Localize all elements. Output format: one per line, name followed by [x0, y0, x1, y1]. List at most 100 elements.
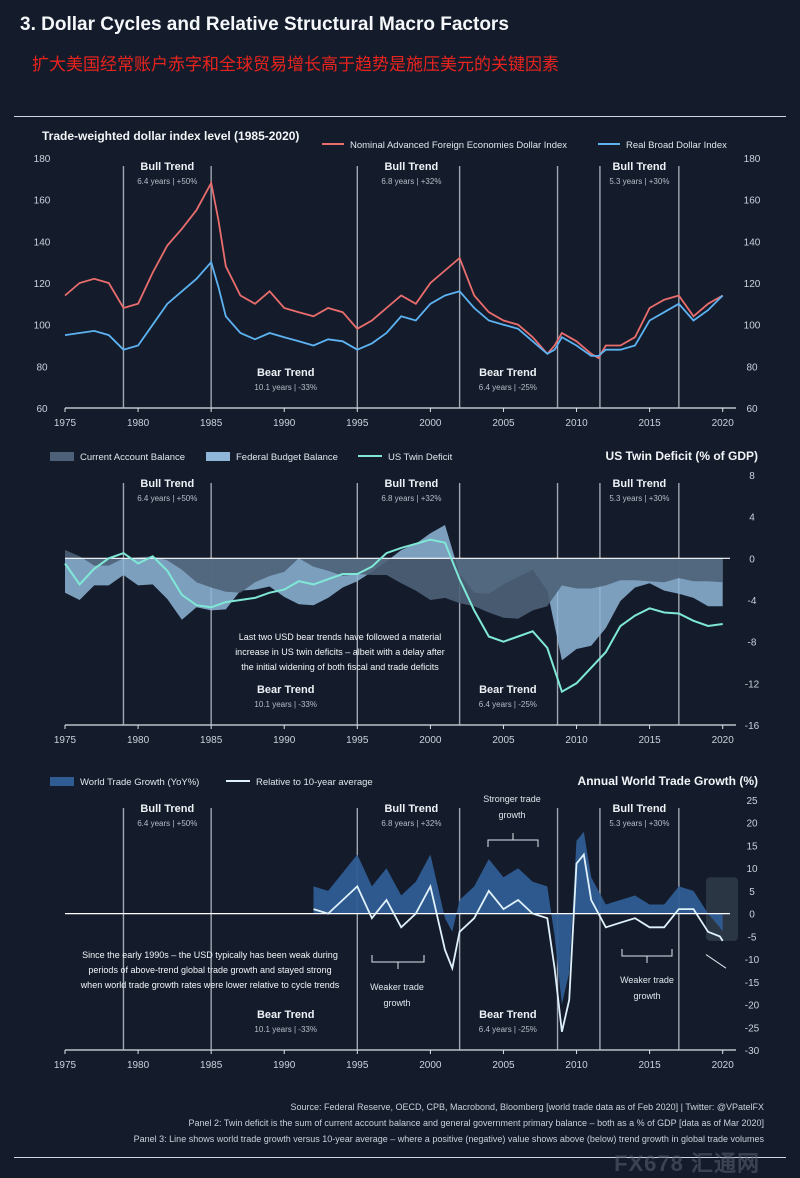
trend-label: Bear Trend [479, 1009, 536, 1021]
y-tick-label-right: 80 [746, 362, 758, 373]
y-tick-label-right: -4 [748, 596, 757, 607]
y-tick-label-right: -10 [745, 955, 760, 966]
trend-detail: 5.3 years | +30% [609, 494, 669, 503]
panel3-note-line: Since the early 1990s – the USD typicall… [82, 950, 338, 960]
y-tick-label-right: 60 [746, 404, 758, 415]
x-tick-label: 1995 [346, 1060, 369, 1071]
legend-swatch-world-trade [50, 777, 74, 786]
y-tick-label-right: -12 [745, 679, 760, 690]
trend-detail: 6.4 years | -25% [479, 1025, 537, 1034]
y-tick-label-right: 20 [746, 819, 758, 830]
series-area-current-account [65, 550, 723, 619]
trend-detail: 6.8 years | +32% [381, 819, 441, 828]
trend-arrow [705, 954, 727, 969]
x-tick-label: 2005 [492, 1060, 515, 1071]
trend-detail: 6.4 years | +50% [137, 494, 197, 503]
x-tick-label: 2000 [419, 735, 442, 746]
annotation-bracket-stronger [487, 833, 539, 847]
y-tick-label-right: 0 [749, 554, 755, 565]
y-tick-label-right: 15 [746, 841, 758, 852]
y-tick-label-right: -8 [748, 638, 757, 649]
y-tick-label-right: -16 [745, 721, 760, 732]
x-tick-label: 1985 [200, 1060, 223, 1071]
x-tick-label: 2010 [565, 418, 588, 429]
y-tick-label-left: 140 [34, 237, 51, 248]
y-tick-label-right: 4 [749, 513, 755, 524]
x-tick-label: 1975 [54, 1060, 77, 1071]
trend-detail: 10.1 years | -33% [254, 1025, 317, 1034]
trend-label: Bull Trend [612, 161, 666, 173]
trend-label: Bear Trend [479, 684, 536, 696]
trend-detail: 10.1 years | -33% [254, 383, 317, 392]
legend-label-current-account: Current Account Balance [80, 452, 185, 463]
trend-label: Bear Trend [257, 684, 314, 696]
trend-detail: 6.8 years | +32% [381, 494, 441, 503]
y-tick-label-right: 120 [744, 279, 761, 290]
page-title: 3. Dollar Cycles and Relative Structural… [20, 14, 509, 35]
x-tick-label: 1995 [346, 418, 369, 429]
legend-label-budget: Federal Budget Balance [236, 452, 338, 463]
legend-label-world-trade: World Trade Growth (YoY%) [80, 777, 199, 788]
x-tick-label: 1975 [54, 418, 77, 429]
x-tick-label: 1990 [273, 418, 296, 429]
footer-note-panel3: Panel 3: Line shows world trade growth v… [133, 1134, 764, 1144]
trend-detail: 6.4 years | +50% [137, 177, 197, 186]
trend-detail: 5.3 years | +30% [609, 177, 669, 186]
x-tick-label: 2020 [712, 418, 735, 429]
x-tick-label: 1990 [273, 735, 296, 746]
y-tick-label-left: 100 [34, 321, 51, 332]
trend-label: Bull Trend [140, 803, 194, 815]
trend-label: Bear Trend [257, 1009, 314, 1021]
x-tick-label: 2000 [419, 418, 442, 429]
panel2-annotation-line: the initial widening of both fiscal and … [241, 662, 439, 672]
legend-label-real: Real Broad Dollar Index [626, 140, 727, 151]
trend-detail: 5.3 years | +30% [609, 819, 669, 828]
trend-label: Bull Trend [612, 478, 666, 490]
x-tick-label: 2010 [565, 735, 588, 746]
panel2-annotation-line: Last two USD bear trends have followed a… [239, 632, 442, 642]
y-tick-label-left: 180 [34, 154, 51, 165]
panel-dollar-index: Trade-weighted dollar index level (1985-… [34, 129, 761, 429]
y-tick-label-right: 180 [744, 154, 761, 165]
x-tick-label: 2020 [712, 1060, 735, 1071]
y-tick-label-right: 140 [744, 237, 761, 248]
x-tick-label: 1975 [54, 735, 77, 746]
trend-label: Bull Trend [612, 803, 666, 815]
x-tick-label: 2020 [712, 735, 735, 746]
x-tick-label: 1990 [273, 1060, 296, 1071]
x-tick-label: 1995 [346, 735, 369, 746]
trend-label: Bear Trend [479, 367, 536, 379]
x-tick-label: 1980 [127, 418, 150, 429]
annotation-weaker-1: Weaker trade [370, 982, 424, 992]
highlight-box [706, 877, 738, 941]
page-subtitle: 扩大美国经常账户赤字和全球贸易增长高于趋势是施压美元的关键因素 [32, 55, 559, 75]
annotation-bracket-weaker-1 [371, 955, 425, 969]
legend-label-twin-deficit: US Twin Deficit [388, 452, 453, 463]
y-tick-label-right: 10 [746, 864, 758, 875]
trend-detail: 6.4 years | -25% [479, 383, 537, 392]
x-tick-label: 2005 [492, 735, 515, 746]
legend-swatch-budget [206, 452, 230, 461]
y-tick-label-right: 100 [744, 321, 761, 332]
series-line-real [64, 260, 724, 357]
panel3-note-line: periods of above-trend global trade grow… [88, 965, 331, 975]
x-tick-label: 2010 [565, 1060, 588, 1071]
y-tick-label-right: -30 [745, 1046, 760, 1057]
panel1-title: Trade-weighted dollar index level (1985-… [42, 129, 299, 143]
trend-detail: 10.1 years | -33% [254, 700, 317, 709]
panel-world-trade: World Trade Growth (YoY%) Relative to 10-… [50, 774, 760, 1071]
series-line-twin-deficit [64, 538, 723, 694]
y-tick-label-right: -25 [745, 1023, 760, 1034]
trend-label: Bull Trend [140, 478, 194, 490]
y-tick-label-right: 160 [744, 196, 761, 207]
trend-label: Bear Trend [257, 367, 314, 379]
x-tick-label: 1980 [127, 735, 150, 746]
annotation-stronger: Stronger trade [483, 794, 541, 804]
x-tick-label: 2015 [638, 735, 661, 746]
legend-label-nominal: Nominal Advanced Foreign Economies Dolla… [350, 140, 567, 151]
trend-detail: 6.4 years | -25% [479, 700, 537, 709]
y-tick-label-right: 25 [746, 796, 758, 807]
panel2-annotation-line: increase in US twin deficits – albeit wi… [235, 647, 445, 657]
x-tick-label: 1985 [200, 418, 223, 429]
y-tick-label-left: 80 [36, 362, 48, 373]
